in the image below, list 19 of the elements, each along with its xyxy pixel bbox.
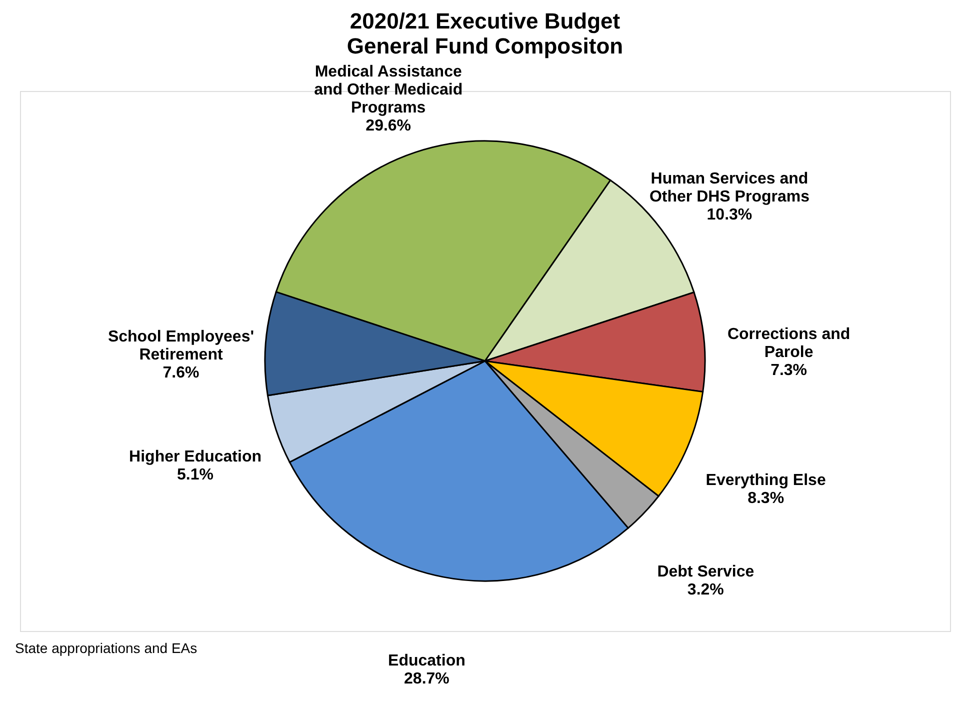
chart-subtitle: General Fund Compositon	[346, 34, 624, 59]
chart-title: 2020/21 Executive Budget	[350, 8, 621, 34]
slice-label: School Employees' Retirement	[108, 328, 254, 364]
slice-label: Corrections and Parole	[727, 326, 850, 362]
data-label: 28.7%	[404, 670, 450, 688]
slice-label: Higher Education	[129, 448, 262, 466]
slice-label: Everything Else	[706, 472, 826, 490]
data-label: 8.3%	[748, 490, 784, 508]
slice-label: Medical Assistance and Other Medicaid Programs	[314, 64, 463, 117]
data-label: 29.6%	[366, 118, 412, 135]
slice-label: Debt Service	[657, 564, 754, 581]
data-label: 10.3%	[706, 206, 752, 224]
data-label: 5.1%	[177, 466, 214, 484]
text: State appropriations and EAs	[15, 640, 198, 656]
data-label: 3.2%	[687, 582, 724, 599]
data-label: 7.3%	[770, 362, 808, 380]
slice-label: Education	[388, 652, 466, 670]
data-label: 7.6%	[162, 364, 200, 382]
slice-label: Human Services and Other DHS Programs	[649, 170, 810, 206]
